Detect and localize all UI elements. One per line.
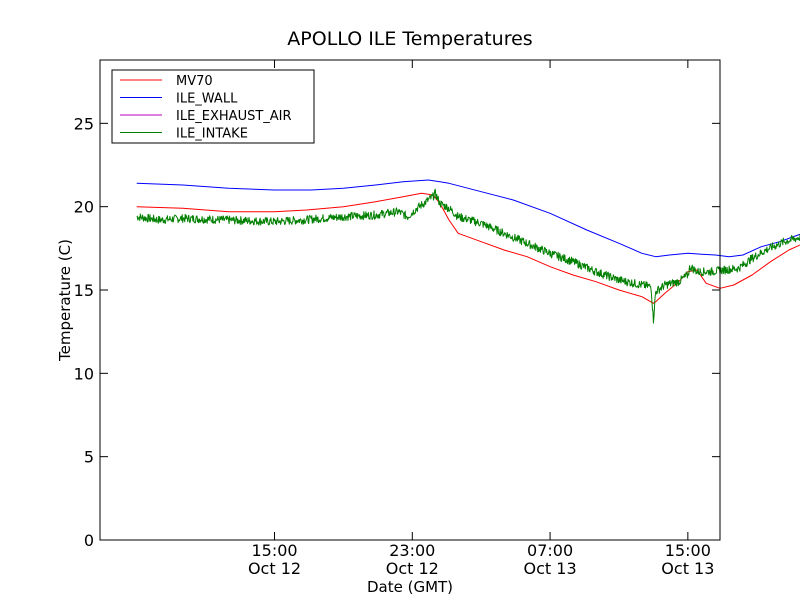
legend-box: [111, 69, 315, 144]
x-tick-label-time: 23:00: [389, 541, 435, 560]
x-tick-label-date: Oct 13: [661, 559, 714, 578]
x-tick-label-time: 07:00: [527, 541, 573, 560]
series-layer: [136, 179, 800, 324]
chart-title: APOLLO ILE Temperatures: [287, 28, 532, 50]
series-line-ile-intake: [136, 188, 800, 324]
legend-items: MV70 ILE_WALL ILE_EXHAUST_AIR ILE_INTAKE: [120, 74, 292, 142]
y-tick-label: 0: [84, 531, 94, 550]
y-tick-label: 5: [84, 448, 94, 467]
x-tick-label-time: 15:00: [251, 541, 297, 560]
y-tick-label: 15: [74, 281, 94, 300]
x-tick-label-date: Oct 12: [248, 559, 301, 578]
x-tick-label-date: Oct 13: [524, 559, 577, 578]
plot-border: [99, 59, 721, 541]
y-tick-label: 20: [74, 198, 94, 217]
legend-entry-label: ILE_INTAKE: [176, 127, 248, 142]
x-tick-label-time: 15:00: [665, 541, 711, 560]
series-line-ile-wall: [136, 179, 800, 258]
legend: MV70 ILE_WALL ILE_EXHAUST_AIR ILE_INTAKE: [111, 69, 315, 144]
y-tick-label: 10: [74, 364, 94, 383]
legend-entry-label: ILE_EXHAUST_AIR: [176, 109, 292, 124]
y-axis-label: Temperature (C): [56, 239, 74, 362]
x-tick-label-date: Oct 12: [386, 559, 439, 578]
x-axis-label: Date (GMT): [367, 578, 453, 596]
series-line-mv70: [136, 192, 800, 304]
legend-entry-label: ILE_WALL: [176, 92, 238, 107]
legend-entry-label: MV70: [176, 74, 213, 89]
y-tick-label: 25: [74, 114, 94, 133]
